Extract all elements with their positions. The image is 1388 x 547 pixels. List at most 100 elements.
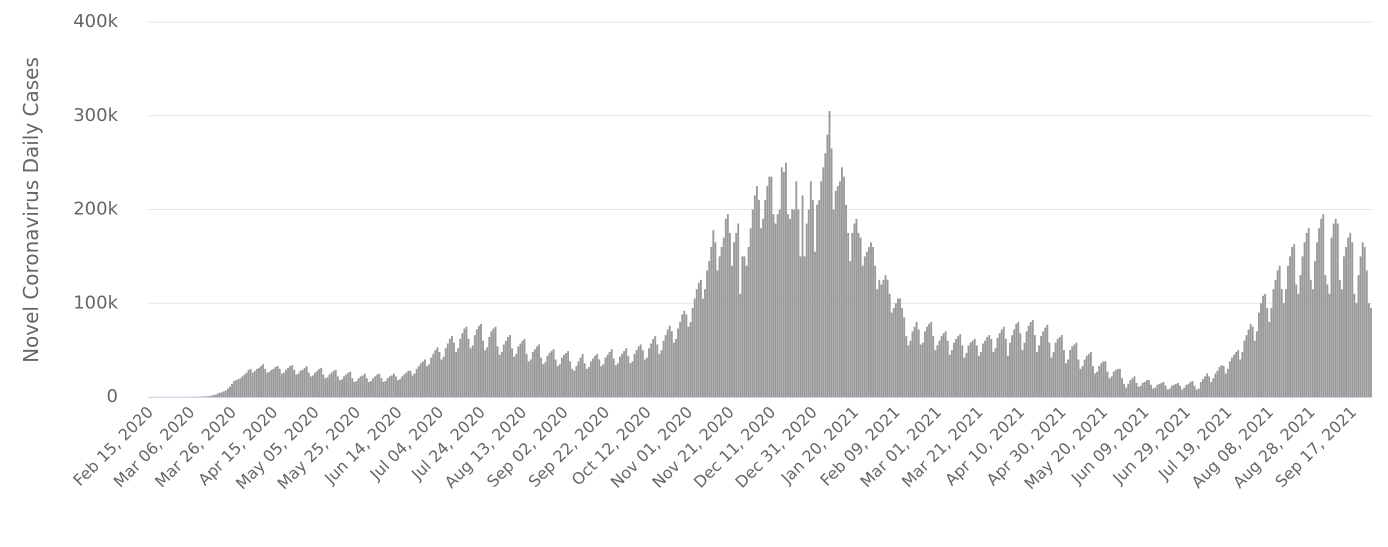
bar	[1027, 325, 1030, 397]
bar	[793, 209, 796, 397]
bar	[619, 356, 621, 397]
bar	[515, 353, 518, 397]
bar	[303, 367, 306, 397]
bar	[934, 350, 937, 397]
bar	[913, 326, 916, 397]
bar	[897, 298, 899, 397]
bar	[1170, 385, 1173, 397]
bar	[1058, 337, 1061, 397]
bar	[424, 359, 426, 397]
bar	[1071, 346, 1074, 397]
bar	[563, 354, 565, 397]
bar	[832, 209, 835, 397]
bar	[899, 298, 901, 397]
bar	[1108, 378, 1111, 397]
bar	[353, 382, 356, 397]
bar	[378, 373, 381, 397]
bar	[621, 353, 623, 397]
bar	[1311, 289, 1314, 397]
bar	[980, 352, 982, 397]
bar	[307, 372, 310, 397]
bar	[1251, 326, 1254, 397]
bar	[670, 331, 673, 397]
bar	[285, 369, 287, 397]
bar	[270, 369, 273, 397]
bar	[1266, 307, 1269, 397]
bar	[1193, 385, 1196, 397]
bar	[347, 372, 350, 397]
bar	[1038, 345, 1040, 397]
bar	[1243, 340, 1246, 397]
bar	[316, 370, 319, 397]
bar	[726, 214, 729, 397]
bar	[1092, 366, 1094, 397]
bar	[870, 242, 872, 397]
bar	[1284, 289, 1287, 397]
bar	[1083, 359, 1086, 397]
bar	[1123, 383, 1126, 397]
bar	[1334, 218, 1337, 397]
bar	[444, 348, 447, 397]
bar	[336, 376, 339, 397]
bar	[973, 338, 976, 397]
bar	[1011, 335, 1013, 397]
bar	[886, 279, 889, 397]
bar	[1112, 371, 1115, 397]
bar	[457, 348, 460, 397]
bar	[911, 331, 914, 397]
bar	[421, 361, 424, 397]
bar	[583, 363, 586, 397]
bar	[1110, 376, 1113, 397]
bar	[1127, 383, 1130, 397]
bar	[1085, 355, 1088, 397]
bar	[1320, 218, 1323, 397]
bar	[865, 251, 868, 397]
bar	[1353, 293, 1356, 397]
bar	[1154, 387, 1157, 397]
bar	[1013, 329, 1016, 397]
bar	[1187, 383, 1190, 397]
bar	[1235, 352, 1238, 397]
bar	[376, 374, 379, 397]
bar	[963, 357, 966, 397]
bar	[473, 335, 476, 397]
bar	[722, 237, 725, 397]
bar	[475, 329, 478, 397]
bar	[1009, 342, 1011, 397]
bar	[577, 361, 580, 397]
y-tick-label: 400k	[73, 11, 118, 32]
bar	[1044, 327, 1047, 397]
bar	[805, 223, 808, 397]
bar	[733, 242, 736, 397]
bar	[610, 349, 613, 397]
bar	[1106, 371, 1109, 397]
bar	[326, 377, 329, 397]
bar	[455, 352, 458, 397]
bar	[787, 214, 789, 397]
bar	[220, 392, 223, 397]
bar	[392, 373, 395, 397]
bar	[380, 378, 383, 397]
bar	[374, 376, 377, 397]
bar	[511, 348, 514, 397]
bar	[1067, 359, 1070, 397]
bar	[293, 369, 296, 397]
bar	[816, 204, 818, 397]
bar	[950, 350, 953, 397]
bar	[1280, 289, 1283, 397]
bar	[1156, 384, 1159, 397]
bar	[224, 390, 227, 397]
bar	[394, 376, 397, 397]
bar	[498, 354, 501, 397]
bar	[988, 335, 991, 397]
bar	[465, 326, 468, 397]
bar	[488, 337, 491, 397]
bar	[453, 342, 455, 397]
bar	[718, 256, 721, 397]
bar	[1208, 376, 1211, 397]
bar	[878, 279, 881, 397]
bar	[755, 186, 758, 397]
bar	[791, 209, 794, 397]
bar	[953, 342, 955, 397]
bar	[1148, 380, 1150, 397]
